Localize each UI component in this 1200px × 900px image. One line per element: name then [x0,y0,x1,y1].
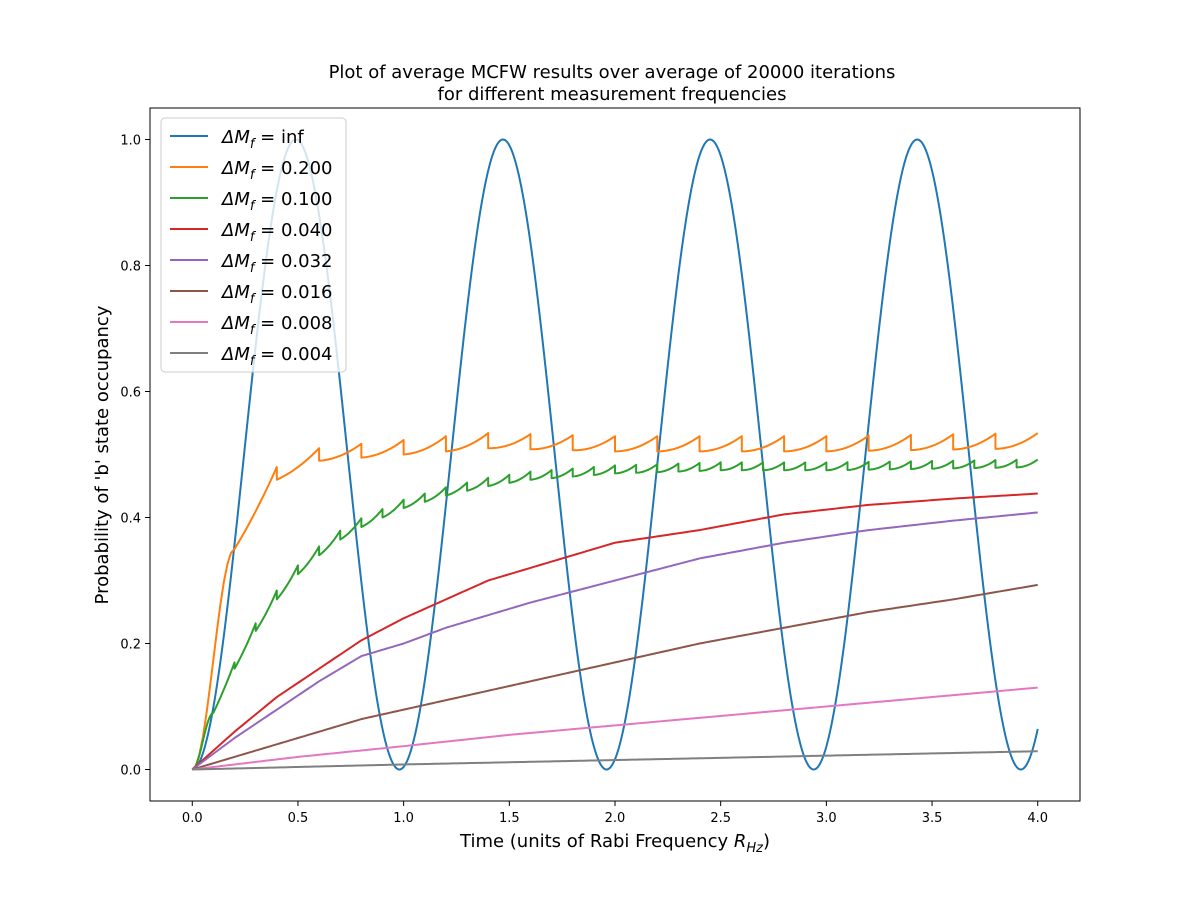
x-tick-label: 2.5 [710,811,731,826]
chart-subtitle: for different measurement frequencies [437,84,786,105]
legend-label: ΔMf = 0.032 [220,251,332,276]
chart-title: Plot of average MCFW results over averag… [329,62,896,83]
legend-label-prefix: ΔM [220,282,250,303]
x-tick-label: 1.5 [499,811,520,826]
legend-label-prefix: ΔM [220,313,250,334]
legend-label-subscript: f [250,230,257,245]
legend-entry: ΔMf = inf [170,127,304,152]
legend-label-prefix: ΔM [220,220,250,241]
legend-label: ΔMf = 0.016 [220,282,332,307]
y-tick-label: 1.0 [120,134,141,149]
legend-entry: ΔMf = 0.032 [170,251,332,276]
legend-label-subscript: f [250,261,257,276]
legend-label-subscript: f [250,354,257,369]
legend-label-value: = 0.200 [254,158,332,179]
x-axis-label-suffix: ) [763,831,770,852]
legend-entry: ΔMf = 0.004 [170,344,332,369]
series-line-1 [191,432,1039,771]
legend-label-prefix: ΔM [220,189,250,210]
x-tick-label: 1.0 [393,811,414,826]
legend-label-subscript: f [250,199,257,214]
y-tick-label: 0.2 [120,638,141,653]
series-line-3 [191,492,1038,771]
series-line-7 [192,750,1038,771]
legend-box [160,117,347,373]
x-tick-label: 3.5 [922,811,943,826]
legend-label-value: = 0.008 [254,313,332,334]
y-ticks: 0.0 0.2 0.4 0.6 0.8 1.0 [120,134,150,779]
series-line-4 [191,511,1038,771]
legend-label: ΔMf = 0.008 [220,313,332,338]
x-axis-label-main: Time (units of Rabi Frequency [459,831,734,852]
legend-label: ΔMf = 0.040 [220,220,332,245]
legend-entry: ΔMf = 0.100 [170,189,332,214]
legend-label: ΔMf = 0.200 [220,158,332,183]
legend-label-subscript: f [250,323,257,338]
y-tick-label: 0.6 [120,386,141,401]
legend-label-value: = inf [254,127,304,148]
legend-label-subscript: f [250,137,257,152]
legend-label-value: = 0.004 [254,344,332,365]
x-axis-label: Time (units of Rabi Frequency RHz) [459,831,770,856]
legend-label-value: = 0.100 [254,189,332,210]
legend-label-prefix: ΔM [220,344,250,365]
series-line-5 [191,583,1038,771]
legend-entry: ΔMf = 0.040 [170,220,332,245]
x-tick-label: 3.0 [816,811,837,826]
x-axis-label-subscript: Hz [746,841,764,856]
legend-entry: ΔMf = 0.016 [170,282,332,307]
x-ticks: 0.0 0.5 1.0 1.5 2.0 2.5 3.0 3.5 4.0 [182,801,1048,826]
series-line-2 [191,458,1039,771]
legend-label-subscript: f [250,168,257,183]
legend-label: ΔMf = inf [220,127,304,152]
y-tick-label: 0.4 [120,512,141,527]
legend-label-prefix: ΔM [220,251,250,272]
x-tick-label: 4.0 [1027,811,1048,826]
legend-label-value: = 0.032 [254,251,332,272]
y-tick-label: 0.0 [120,764,141,779]
x-tick-label: 0.5 [288,811,309,826]
y-tick-label: 0.8 [120,260,141,275]
legend-label-prefix: ΔM [220,127,250,148]
legend-label: ΔMf = 0.100 [220,189,332,214]
x-tick-label: 0.0 [182,811,203,826]
legend-label: ΔMf = 0.004 [220,344,332,369]
x-axis-label-symbol: R [734,831,747,852]
legend-entry: ΔMf = 0.200 [170,158,332,183]
x-tick-label: 2.0 [605,811,626,826]
legend-label-subscript: f [250,292,257,307]
legend-label-value: = 0.016 [254,282,332,303]
y-axis-label: Probability of 'b' state occupancy [92,305,113,604]
series-line-6 [192,686,1038,771]
legend-entry: ΔMf = 0.008 [170,313,332,338]
legend-label-value: = 0.040 [254,220,332,241]
legend-label-prefix: ΔM [220,158,250,179]
